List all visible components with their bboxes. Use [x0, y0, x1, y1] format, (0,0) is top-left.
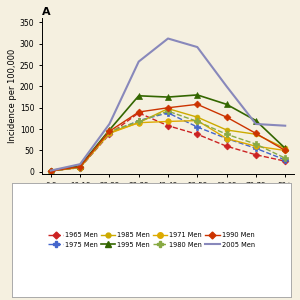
Line: 1980 Men: 1980 Men — [48, 108, 288, 174]
1995 Men — [78, 164, 82, 168]
1965 Men — [49, 169, 52, 173]
1995 Men — [108, 128, 111, 132]
1985 Men — [225, 128, 228, 132]
1971 Men — [166, 120, 170, 123]
1990 Men — [196, 103, 199, 106]
1985 Men — [166, 107, 170, 110]
Legend: 1965 Men, 1975 Men, 1985 Men, 1995 Men, 1971 Men, 1980 Men, 1990 Men, 2005 Men: 1965 Men, 1975 Men, 1985 Men, 1995 Men, … — [46, 230, 257, 250]
1980 Men — [108, 130, 111, 133]
1965 Men — [196, 133, 199, 136]
2005 Men — [225, 85, 228, 88]
2005 Men — [137, 60, 140, 63]
1971 Men — [284, 149, 287, 152]
1971 Men — [108, 132, 111, 135]
Line: 1975 Men: 1975 Men — [48, 110, 288, 174]
1995 Men — [225, 103, 228, 106]
1990 Men — [49, 169, 52, 173]
1965 Men — [166, 124, 170, 128]
Y-axis label: Incidence per 100,000: Incidence per 100,000 — [8, 49, 17, 143]
1965 Men — [254, 153, 258, 157]
1975 Men — [137, 119, 140, 122]
1995 Men — [254, 119, 258, 122]
1971 Men — [196, 119, 199, 122]
Line: 1971 Men: 1971 Men — [48, 118, 288, 174]
2005 Men — [49, 169, 52, 172]
1990 Men — [284, 149, 287, 152]
Line: 2005 Men: 2005 Men — [51, 38, 285, 171]
1990 Men — [108, 130, 111, 133]
1990 Men — [225, 116, 228, 119]
1985 Men — [78, 165, 82, 169]
1995 Men — [196, 93, 199, 97]
1985 Men — [108, 131, 111, 134]
1990 Men — [137, 110, 140, 114]
1980 Men — [225, 133, 228, 136]
1975 Men — [225, 137, 228, 140]
1980 Men — [254, 142, 258, 146]
Line: 1965 Men: 1965 Men — [48, 110, 288, 173]
1975 Men — [284, 158, 287, 162]
1980 Men — [78, 165, 82, 169]
2005 Men — [166, 37, 170, 40]
1995 Men — [284, 147, 287, 150]
Line: 1985 Men: 1985 Men — [48, 106, 288, 173]
Line: 1990 Men: 1990 Men — [48, 102, 288, 173]
1965 Men — [78, 166, 82, 169]
1971 Men — [225, 137, 228, 140]
1985 Men — [137, 121, 140, 124]
Line: 1995 Men: 1995 Men — [48, 92, 288, 173]
2005 Men — [78, 162, 82, 166]
1985 Men — [254, 133, 258, 136]
1965 Men — [137, 111, 140, 115]
Text: A: A — [42, 7, 51, 17]
2005 Men — [254, 122, 258, 126]
1975 Men — [78, 166, 82, 169]
1971 Men — [78, 166, 82, 169]
1971 Men — [254, 144, 258, 148]
1990 Men — [254, 132, 258, 135]
1975 Men — [108, 132, 111, 135]
1965 Men — [225, 144, 228, 148]
1975 Men — [166, 111, 170, 115]
1995 Men — [137, 94, 140, 98]
1965 Men — [284, 159, 287, 163]
2005 Men — [196, 45, 199, 49]
1965 Men — [108, 133, 111, 136]
1980 Men — [49, 169, 52, 173]
1975 Men — [196, 125, 199, 129]
1980 Men — [284, 156, 287, 160]
1985 Men — [284, 147, 287, 150]
2005 Men — [284, 124, 287, 128]
1995 Men — [49, 169, 52, 172]
1995 Men — [166, 95, 170, 99]
1975 Men — [49, 169, 52, 173]
2005 Men — [108, 122, 111, 126]
1985 Men — [49, 169, 52, 173]
1990 Men — [78, 165, 82, 169]
1985 Men — [196, 116, 199, 119]
1980 Men — [137, 120, 140, 123]
1975 Men — [254, 147, 258, 150]
1980 Men — [166, 110, 170, 113]
1971 Men — [49, 169, 52, 173]
X-axis label: Age (y): Age (y) — [152, 190, 184, 200]
1990 Men — [166, 106, 170, 110]
1980 Men — [196, 120, 199, 123]
1971 Men — [137, 121, 140, 124]
